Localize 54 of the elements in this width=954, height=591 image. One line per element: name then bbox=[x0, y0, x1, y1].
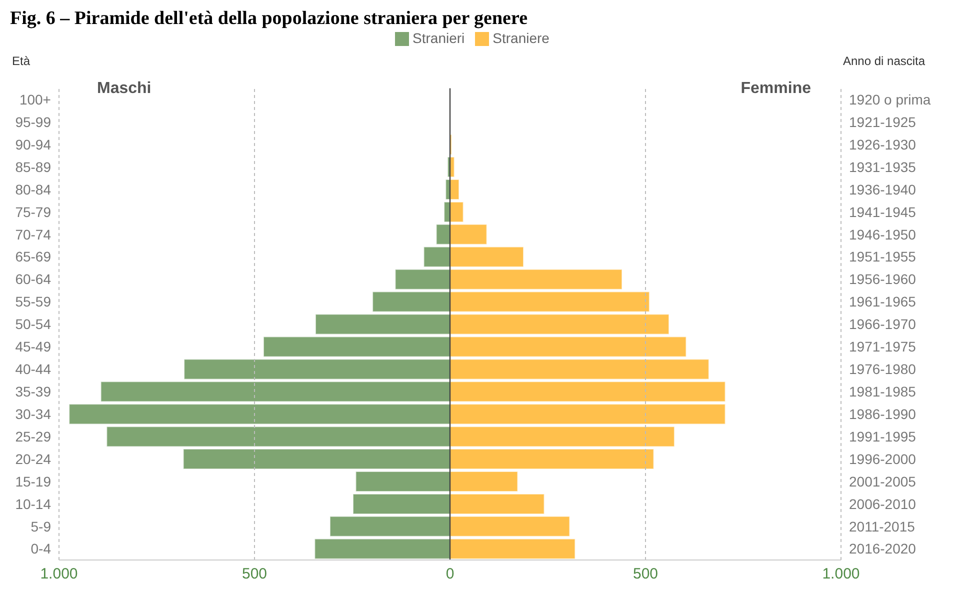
y2-tick-label: 1936-1940 bbox=[849, 181, 916, 198]
y-tick-label: 25-29 bbox=[15, 428, 52, 444]
y-axis-title: Età bbox=[12, 54, 30, 68]
x-tick-label: 1.000 bbox=[40, 566, 78, 583]
x-tick-label: 1.000 bbox=[822, 566, 860, 583]
y2-tick-label: 1931-1935 bbox=[849, 158, 916, 175]
y2-tick-label: 1941-1945 bbox=[849, 204, 916, 220]
y-tick-label: 40-44 bbox=[15, 361, 52, 378]
y-tick-label: 95-99 bbox=[15, 114, 52, 130]
y2-tick-label: 1966-1970 bbox=[849, 316, 916, 332]
y2-tick-label: 2011-2015 bbox=[849, 518, 916, 534]
legend-label: Straniere bbox=[492, 30, 550, 46]
y2-tick-label: 1976-1980 bbox=[849, 361, 916, 378]
y-tick-label: 45-49 bbox=[15, 338, 52, 355]
y-tick-label: 30-34 bbox=[15, 406, 52, 422]
y2-tick-label: 1961-1965 bbox=[849, 294, 916, 310]
y-tick-label: 0-4 bbox=[30, 540, 52, 557]
y-tick-label: 75-79 bbox=[15, 204, 52, 220]
y2-tick-label: 2001-2005 bbox=[849, 473, 916, 490]
annotation: Maschi bbox=[97, 80, 152, 98]
y-tick-label: 65-69 bbox=[15, 248, 52, 265]
y-tick-label: 80-84 bbox=[15, 181, 52, 198]
y2-tick-label: 1926-1930 bbox=[849, 136, 916, 152]
x-tick-label: 500 bbox=[242, 566, 268, 583]
y-tick-label: 10-14 bbox=[15, 496, 52, 512]
y2-tick-label: 1996-2000 bbox=[849, 450, 916, 467]
y2-tick-label: 1921-1925 bbox=[849, 114, 916, 130]
legend-label: Stranieri bbox=[412, 30, 465, 46]
y-tick-label: 35-39 bbox=[15, 384, 52, 400]
y2-tick-label: 1971-1975 bbox=[849, 338, 916, 355]
y-tick-label: 85-89 bbox=[15, 158, 52, 175]
y2-tick-label: 1981-1985 bbox=[849, 384, 916, 400]
y-tick-label: 15-19 bbox=[15, 473, 52, 490]
y-tick-label: 50-54 bbox=[15, 316, 52, 332]
x-tick-label: 0 bbox=[446, 566, 454, 583]
y2-tick-label: 1956-1960 bbox=[849, 271, 916, 288]
y-tick-label: 100+ bbox=[19, 92, 51, 108]
y-tick-label: 90-94 bbox=[15, 136, 52, 152]
y2-tick-label: 1951-1955 bbox=[849, 248, 916, 265]
y2-axis-title: Anno di nascita bbox=[843, 54, 926, 68]
chart-title: Fig. 6 – Piramide dell'età della popolazione straniera per genere bbox=[9, 8, 528, 30]
y2-tick-label: 1986-1990 bbox=[849, 406, 916, 422]
annotation: Femmine bbox=[740, 80, 811, 98]
y2-tick-label: 1991-1995 bbox=[849, 428, 916, 444]
y2-tick-label: 1920 o prima bbox=[849, 92, 931, 108]
y2-tick-label: 2016-2020 bbox=[849, 540, 916, 557]
y2-tick-label: 1946-1950 bbox=[849, 226, 916, 242]
y-tick-label: 70-74 bbox=[15, 226, 52, 242]
y-tick-label: 60-64 bbox=[15, 271, 52, 288]
y-tick-label: 20-24 bbox=[15, 450, 52, 467]
y-tick-label: 5-9 bbox=[30, 518, 52, 534]
y2-tick-label: 2006-2010 bbox=[849, 496, 916, 512]
x-tick-label: 500 bbox=[632, 566, 658, 583]
y-tick-label: 55-59 bbox=[15, 294, 52, 310]
